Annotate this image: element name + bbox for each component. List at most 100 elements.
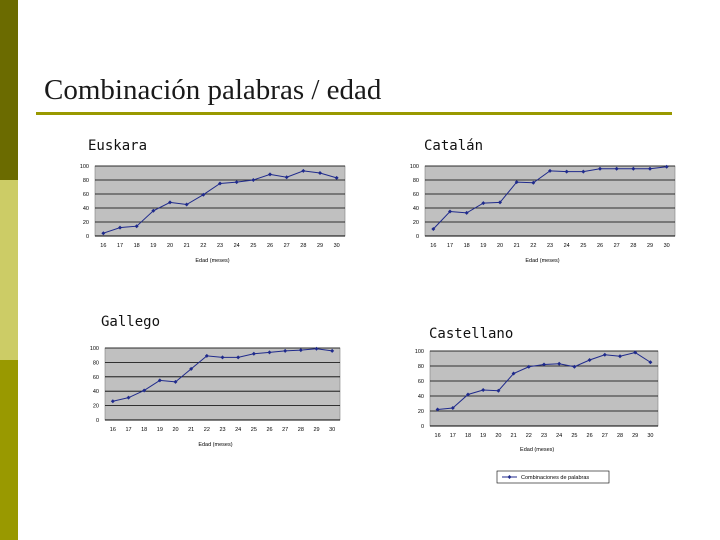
x-tick-label: 24 [234,243,240,249]
x-axis-title: Edad (meses) [198,442,232,448]
data-point [631,166,636,171]
data-point [236,355,241,360]
data-point [498,200,502,205]
data-point [204,353,209,358]
x-tick-label: 25 [571,433,577,439]
y-tick-label: 0 [416,234,419,240]
y-tick-label: 80 [418,364,424,370]
data-point [189,366,194,371]
data-point [101,231,106,236]
x-tick-label: 16 [430,243,436,249]
x-tick-label: 21 [514,243,520,249]
data-point [531,180,536,185]
x-tick-label: 29 [647,243,653,249]
x-tick-label: 29 [632,433,638,439]
x-tick-label: 18 [134,243,140,249]
y-tick-label: 60 [93,375,99,381]
y-tick-label: 100 [80,164,89,170]
y-tick-label: 0 [421,424,424,430]
data-point [664,164,669,169]
data-point [168,200,172,205]
data-point [301,168,306,173]
x-tick-label: 28 [617,433,623,439]
x-tick-label: 19 [150,243,156,249]
y-tick-label: 20 [418,409,424,415]
plot-area [104,347,341,421]
chart-euskara: 0 20 40 60 80 100 16 17 18 19 20 21 22 23 24 25 26 27 28 29… [80,164,346,264]
x-tick-label: 26 [587,433,593,439]
data-point [157,378,162,383]
x-tick-label: 25 [250,243,256,249]
y-tick-label: 40 [83,206,89,212]
x-tick-label: 20 [167,243,173,249]
chart-label-euskara: Euskara [88,138,148,154]
chart-label-catalan: Catalán [424,138,484,154]
data-point [548,168,552,173]
x-tick-label: 25 [580,243,586,249]
data-point [268,172,272,177]
x-tick-label: 23 [217,243,223,249]
x-tick-label: 21 [511,433,517,439]
data-point [126,395,131,400]
x-tick-label: 17 [117,243,123,249]
x-tick-label: 18 [141,427,147,433]
data-point [450,406,455,410]
x-tick-label: 18 [464,243,470,249]
chart-catalan: 0 20 40 60 80 100 16 17 18 19 20 21 22 23 24 25 26 27 28 29… [410,164,676,264]
data-point [564,169,569,174]
x-axis-title: Edad (meses) [520,447,554,453]
data-point [598,166,602,171]
data-point [110,399,115,404]
accent-bar-middle [0,180,18,360]
x-tick-label: 27 [602,433,608,439]
x-tick-label: 28 [298,427,304,433]
data-point [618,354,622,359]
x-tick-label: 24 [235,427,241,433]
x-tick-label: 16 [435,433,441,439]
data-point [526,364,531,369]
data-point [572,364,577,369]
data-point [284,175,289,180]
y-tick-label: 80 [93,360,99,366]
plot-area [424,165,676,237]
data-point [142,388,147,393]
data-point [330,348,335,353]
x-tick-label: 17 [450,433,456,439]
x-tick-label: 22 [200,243,206,249]
y-tick-label: 60 [418,379,424,385]
data-point [435,407,440,412]
x-tick-label: 26 [266,427,272,433]
chart-castellano: 0 20 40 60 80 100 16 17 18 19 20 21 22 23 24 25 26 27 28 29… [415,349,659,484]
data-point [614,166,619,171]
y-tick-label: 40 [93,389,99,395]
x-tick-label: 19 [480,243,486,249]
data-point [251,178,256,182]
data-point [557,361,562,366]
data-point [134,224,139,229]
legend-box [496,470,610,484]
accent-bar-bottom [0,360,18,540]
data-point [648,166,652,171]
x-tick-label: 26 [597,243,603,249]
data-point [218,181,222,186]
data-point [542,362,546,367]
data-point [118,225,122,230]
x-tick-label: 20 [497,243,503,249]
x-tick-label: 23 [541,433,547,439]
x-tick-label: 20 [495,433,501,439]
data-point [448,209,452,214]
data-point [514,180,519,185]
data-point [581,169,586,174]
legend-swatch-marker [507,475,512,479]
x-tick-label: 27 [284,243,290,249]
data-point [234,180,239,185]
data-point [298,348,303,353]
x-tick-label: 27 [614,243,620,249]
data-point [151,208,156,213]
x-tick-label: 26 [267,243,273,249]
y-tick-label: 100 [410,164,419,170]
x-tick-label: 22 [526,433,532,439]
plot-area [94,165,346,237]
y-tick-label: 60 [83,192,89,198]
data-point [633,350,638,355]
